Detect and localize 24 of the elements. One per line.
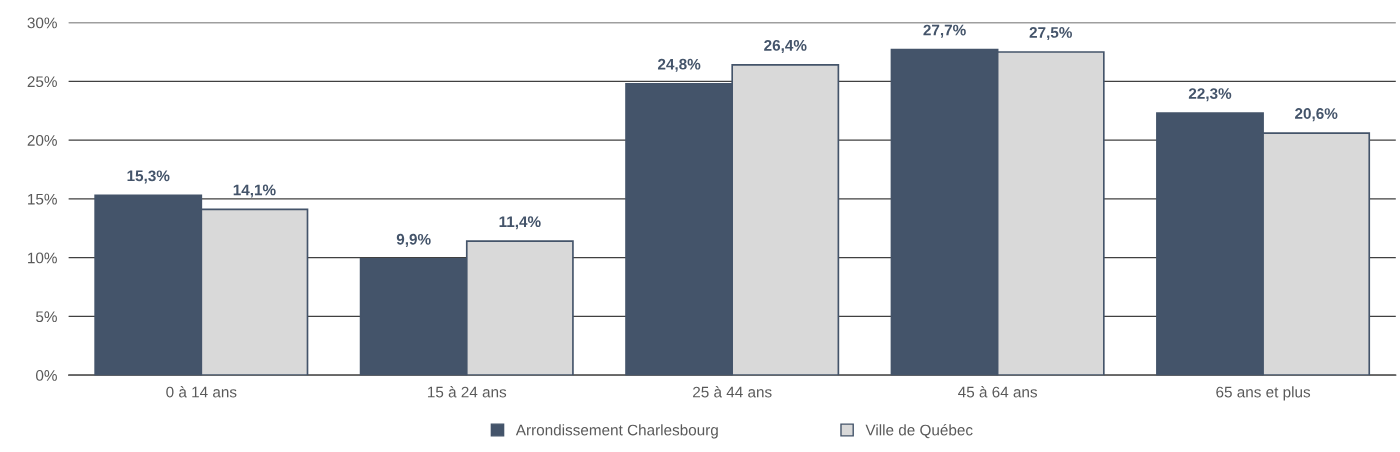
legend-label: Ville de Québec <box>865 424 973 439</box>
y-tick-label: 0% <box>36 370 57 381</box>
y-tick-label: 30% <box>27 17 57 29</box>
data-label: 22,3% <box>1188 88 1232 102</box>
x-tick-label: 15 à 24 ans <box>428 386 507 398</box>
data-label: 24,8% <box>657 58 701 72</box>
data-label: 11,4% <box>499 216 541 230</box>
data-label: 27,7% <box>923 24 966 38</box>
data-label: 26,4% <box>764 39 807 53</box>
data-label: 9,9% <box>396 233 431 247</box>
y-tick-label: 20% <box>27 134 57 146</box>
x-tick-label: 45 à 64 ans <box>958 386 1038 398</box>
x-tick-label: 25 à 44 ans <box>693 386 772 398</box>
data-label: 15,3% <box>127 170 170 184</box>
y-tick-label: 10% <box>28 252 57 264</box>
x-tick-label: 0 à 14 ans <box>166 386 237 398</box>
x-tick-label: 65 ans et plus <box>1216 386 1311 401</box>
y-tick-label: 25% <box>27 76 57 88</box>
y-tick-label: 5% <box>36 311 57 323</box>
legend-label: Arrondissement Charlesbourg <box>515 424 718 439</box>
data-label: 27,5% <box>1029 27 1072 41</box>
data-label: 14,1% <box>233 184 276 198</box>
data-label: 20,6% <box>1295 108 1338 122</box>
y-tick-label: 15% <box>28 193 57 205</box>
